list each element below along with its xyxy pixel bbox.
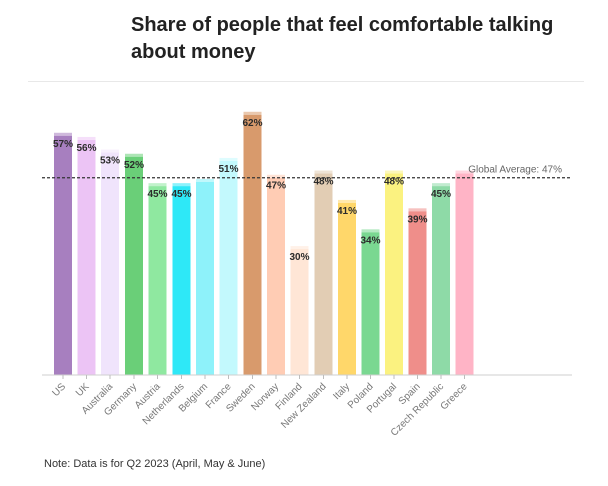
bar-belgium [196, 181, 214, 375]
bar-greece [455, 173, 474, 375]
bar-austria [148, 186, 167, 375]
x-label-uk: UK [74, 381, 92, 399]
bar-cap-netherlands [172, 183, 191, 187]
bar-cap-france [219, 157, 238, 161]
bar-cap-germany [125, 153, 143, 157]
data-label-netherlands: 45% [171, 189, 191, 200]
bar-cap-czech-republic [432, 183, 450, 187]
data-label-sweden: 62% [242, 118, 262, 129]
bar-portugal [385, 173, 403, 375]
data-label-spain: 39% [407, 214, 427, 225]
bar-uk [77, 139, 96, 375]
x-axis-labels: US UKAustraliaGermanyAustriaNetherlandsBe… [51, 381, 470, 439]
bar-cap-greece [455, 170, 474, 174]
data-label-uk: 56% [76, 143, 96, 154]
data-label-australia: 53% [100, 156, 120, 167]
bar-netherlands [172, 186, 191, 375]
bar-cap-poland [361, 229, 380, 233]
data-label-finland: 30% [289, 252, 309, 263]
data-label-new-zealand: 48% [313, 177, 333, 188]
bar-spain [408, 211, 427, 375]
bar-cap-australia [101, 149, 119, 153]
bar-cap-us [54, 132, 72, 136]
bar-germany [125, 156, 143, 375]
bar-cap-belgium [196, 178, 214, 182]
bar-cap-uk [77, 136, 96, 140]
bar-italy [338, 202, 356, 375]
bar-france [219, 160, 238, 375]
bar-cap-finland [290, 246, 309, 250]
data-labels-layer: 57% 56% 53% 52% 45% 45% 51% 62% 47% 30% 48% 41% 34% 4… [53, 118, 451, 263]
bar-cap-new-zealand [314, 170, 333, 174]
bar-us [54, 135, 72, 375]
data-label-portugal: 48% [384, 177, 404, 188]
bar-sweden [243, 114, 262, 376]
data-label-france: 51% [218, 164, 238, 175]
data-label-poland: 34% [360, 235, 380, 246]
data-label-germany: 52% [124, 160, 144, 171]
bar-cap-norway [267, 174, 285, 178]
title-divider [28, 81, 584, 82]
bar-cap-sweden [243, 111, 262, 115]
bars-layer [54, 111, 474, 376]
bar-cap-italy [338, 199, 356, 203]
bar-new-zealand [314, 173, 333, 375]
bar-australia [101, 152, 119, 375]
x-axis-ticks [62, 375, 465, 379]
footnote: Note: Data is for Q2 2023 (April, May & … [44, 458, 266, 470]
bar-czech-republic [432, 186, 450, 375]
data-label-us: 57% [53, 139, 73, 150]
data-label-italy: 41% [337, 206, 357, 217]
data-label-austria: 45% [147, 189, 167, 200]
bar-cap-austria [148, 183, 167, 187]
bar-cap-portugal [385, 170, 403, 174]
bar-cap-spain [408, 208, 427, 212]
bar-poland [361, 232, 380, 375]
global-average-label: Global Average: 47% [468, 165, 562, 176]
data-label-czech-republic: 45% [431, 189, 451, 200]
x-label-us: US [51, 381, 69, 399]
bar-norway [267, 177, 285, 375]
bar-finland [290, 249, 309, 375]
chart-title: Share of people that feel comfortable ta… [131, 14, 554, 63]
x-label-greece: Greece [439, 381, 470, 412]
data-label-norway: 47% [266, 181, 286, 192]
